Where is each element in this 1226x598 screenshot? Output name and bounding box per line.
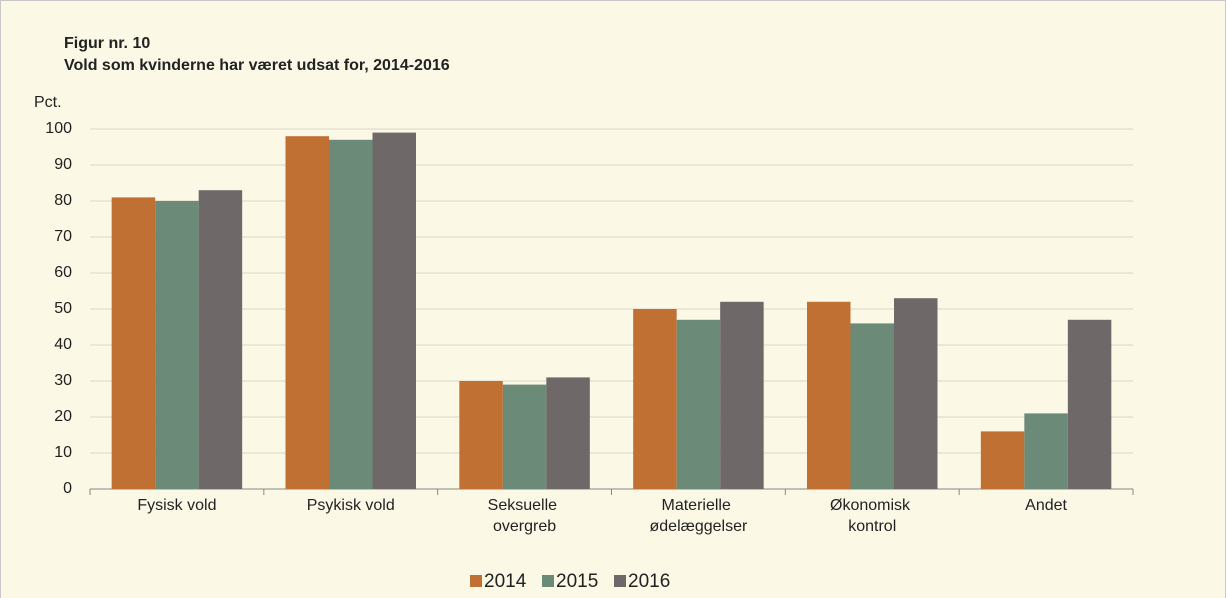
- y-tick-label: 10: [54, 444, 72, 461]
- y-tick-label: 80: [54, 192, 72, 209]
- y-tick-label: 60: [54, 264, 72, 281]
- x-tick-label: Psykisk vold: [307, 497, 395, 514]
- bar: [502, 384, 547, 489]
- bar: [155, 201, 199, 489]
- bar: [676, 319, 721, 489]
- x-tick-label: Andet: [1025, 497, 1067, 514]
- bar: [198, 190, 243, 489]
- bar: [850, 323, 894, 489]
- chart-subtitle: Vold som kvinderne har været udsat for, …: [64, 57, 450, 74]
- bar: [1067, 319, 1112, 489]
- bar: [459, 381, 503, 489]
- bar: [980, 431, 1025, 489]
- bar: [372, 132, 416, 489]
- y-axis-label: Pct.: [34, 94, 62, 111]
- legend-swatch: [614, 575, 626, 587]
- bar: [329, 139, 373, 490]
- bar: [894, 298, 938, 489]
- x-tick-label: Seksuelle overgreb: [488, 497, 562, 535]
- bar: [1024, 413, 1068, 489]
- legend-swatch: [542, 575, 554, 587]
- x-tick-label: Materielle ødelæggelser: [650, 497, 749, 535]
- y-tick-label: 50: [54, 300, 72, 317]
- bar: [546, 377, 590, 489]
- bar: [807, 301, 851, 489]
- y-tick-label: 40: [54, 336, 72, 353]
- y-tick-label: 90: [54, 156, 72, 173]
- x-tick-label: Økonomisk kontrol: [830, 497, 914, 535]
- chart-title: Figur nr. 10: [64, 35, 150, 52]
- bar: [720, 301, 764, 489]
- legend-swatch: [470, 575, 482, 587]
- bar: [111, 197, 156, 489]
- y-tick-label: 30: [54, 372, 72, 389]
- legend-label: 2016: [628, 571, 670, 592]
- y-tick-label: 70: [54, 228, 72, 245]
- y-tick-label: 100: [45, 120, 72, 137]
- legend-label: 2015: [556, 571, 598, 592]
- bar: [633, 309, 677, 489]
- bar: [285, 136, 329, 489]
- y-tick-label: 20: [54, 408, 72, 425]
- x-tick-label: Fysisk vold: [137, 497, 216, 514]
- legend-label: 2014: [484, 571, 527, 592]
- y-tick-label: 0: [63, 480, 72, 497]
